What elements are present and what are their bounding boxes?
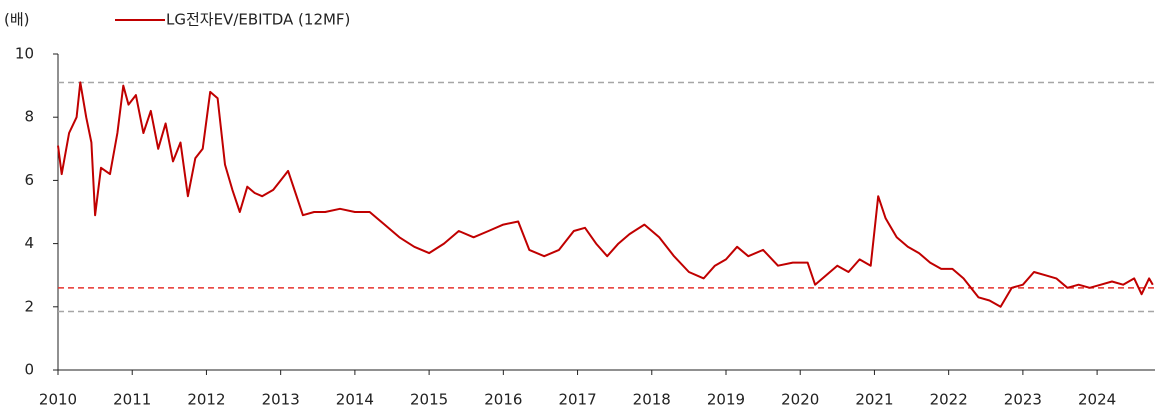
x-tick-label: 2010 [39,391,77,409]
y-tick-label: 10 [15,45,34,63]
x-tick-label: 2019 [707,391,745,409]
x-tick-label: 2014 [336,391,374,409]
x-tick-label: 2018 [633,391,671,409]
x-tick-label: 2020 [781,391,819,409]
x-tick-label: 2011 [113,391,151,409]
x-tick-label: 2023 [1004,391,1042,409]
x-tick-label: 2022 [930,391,968,409]
y-tick-label: 6 [24,171,34,189]
line-series [57,81,1154,308]
x-tick-label: 2017 [558,391,596,409]
x-tick-label: 2013 [262,391,300,409]
x-tick-label: 2016 [484,391,522,409]
x-tick-label: 2015 [410,391,448,409]
y-tick-label: 0 [24,361,34,379]
x-tick-label: 2012 [187,391,225,409]
legend-label: LG전자EV/EBITDA (12MF) [166,11,350,29]
y-tick-label: 4 [24,234,34,252]
y-axis-label: (배) [4,11,30,29]
x-tick-label: 2021 [855,391,893,409]
y-tick-label: 2 [24,297,34,315]
x-tick-label: 2024 [1078,391,1116,409]
y-tick-label: 8 [24,108,34,126]
